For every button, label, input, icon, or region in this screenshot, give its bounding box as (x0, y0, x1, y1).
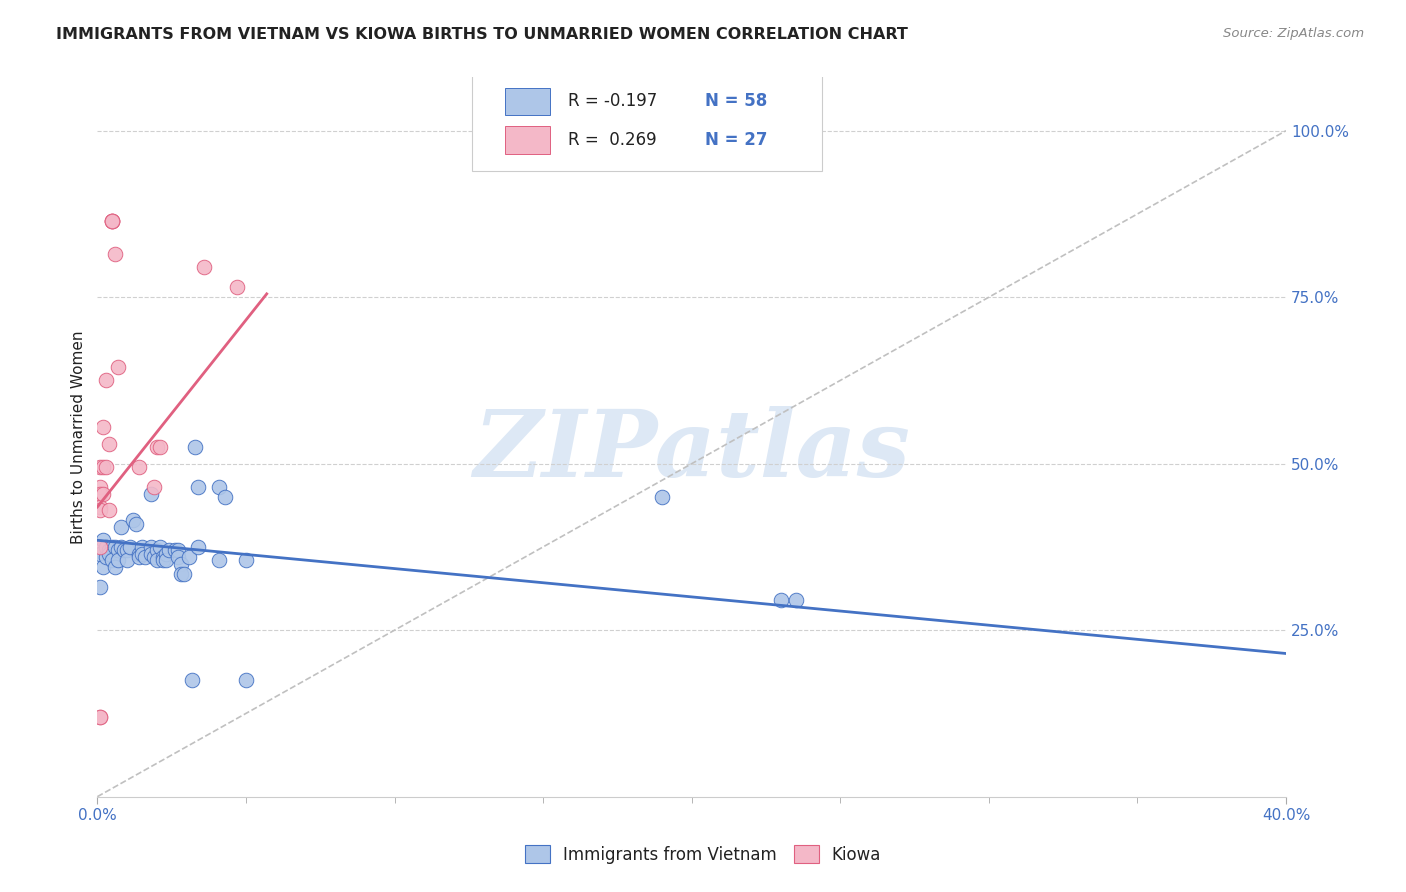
Point (128, 547, 150, 561)
Point (187, 540, 209, 554)
Point (146, 440, 169, 454)
Point (128, 460, 150, 475)
Point (214, 490, 236, 504)
Point (91, 420, 114, 434)
Point (155, 553, 177, 567)
Point (187, 480, 209, 494)
Point (104, 247, 127, 261)
Text: ZIPatlas: ZIPatlas (474, 407, 910, 497)
Point (163, 543, 186, 558)
Point (98, 547, 121, 561)
Point (101, 553, 124, 567)
Point (110, 520, 132, 534)
Y-axis label: Births to Unmarried Women: Births to Unmarried Women (72, 330, 86, 544)
Point (96, 460, 118, 475)
Point (173, 566, 195, 581)
Point (122, 513, 145, 527)
Point (131, 547, 153, 561)
Point (169, 566, 191, 581)
Point (91, 560, 114, 574)
FancyBboxPatch shape (505, 87, 550, 115)
Point (89, 503, 111, 517)
Point (166, 549, 188, 564)
Point (96, 549, 118, 564)
Point (101, 213, 124, 227)
Point (152, 553, 174, 567)
Point (155, 547, 177, 561)
Point (157, 543, 180, 558)
Text: N = 58: N = 58 (704, 92, 768, 111)
Point (115, 553, 138, 567)
Point (208, 553, 231, 567)
Point (89, 480, 111, 494)
Point (89, 710, 111, 724)
Point (149, 540, 172, 554)
Point (89, 710, 111, 724)
Point (107, 553, 129, 567)
Point (101, 213, 124, 227)
Text: N = 27: N = 27 (704, 131, 768, 149)
Point (98, 436, 121, 450)
Point (98, 543, 121, 558)
Point (104, 560, 127, 574)
Point (107, 360, 129, 375)
Point (89, 540, 111, 554)
Point (96, 540, 118, 554)
Point (142, 549, 165, 564)
Point (134, 549, 156, 564)
Point (235, 673, 257, 687)
Point (89, 547, 111, 561)
Point (89, 500, 111, 514)
Point (128, 549, 150, 564)
Point (149, 440, 172, 454)
Point (101, 213, 124, 227)
Point (139, 547, 162, 561)
Point (110, 540, 132, 554)
Point (179, 549, 201, 564)
Point (226, 280, 249, 294)
Point (235, 553, 257, 567)
Point (651, 490, 673, 504)
Point (112, 543, 135, 558)
Point (89, 460, 111, 475)
Legend: Immigrants from Vietnam, Kiowa: Immigrants from Vietnam, Kiowa (517, 838, 889, 871)
Point (146, 553, 169, 567)
Point (785, 593, 807, 607)
Point (166, 543, 188, 558)
Point (115, 543, 138, 558)
Point (142, 480, 165, 494)
Point (98, 503, 121, 517)
Point (101, 213, 124, 227)
Point (208, 480, 231, 494)
Point (169, 557, 191, 571)
Point (89, 580, 111, 594)
FancyBboxPatch shape (472, 74, 823, 171)
Point (139, 486, 162, 500)
FancyBboxPatch shape (505, 127, 550, 153)
Point (91, 460, 114, 475)
Point (152, 549, 174, 564)
Point (89, 486, 111, 500)
Point (146, 543, 169, 558)
Text: IMMIGRANTS FROM VIETNAM VS KIOWA BIRTHS TO UNMARRIED WOMEN CORRELATION CHART: IMMIGRANTS FROM VIETNAM VS KIOWA BIRTHS … (56, 27, 908, 42)
Point (118, 540, 141, 554)
Text: R =  0.269: R = 0.269 (568, 131, 657, 149)
Point (104, 540, 127, 554)
Text: Source: ZipAtlas.com: Source: ZipAtlas.com (1223, 27, 1364, 40)
Point (96, 374, 118, 388)
Point (91, 533, 114, 548)
Point (181, 673, 204, 687)
Point (107, 543, 129, 558)
Point (125, 516, 148, 531)
Point (193, 260, 215, 275)
Point (139, 540, 162, 554)
Point (769, 593, 792, 607)
Point (131, 540, 153, 554)
Text: R = -0.197: R = -0.197 (568, 92, 657, 111)
Point (91, 486, 114, 500)
Point (184, 440, 207, 454)
Point (101, 540, 124, 554)
